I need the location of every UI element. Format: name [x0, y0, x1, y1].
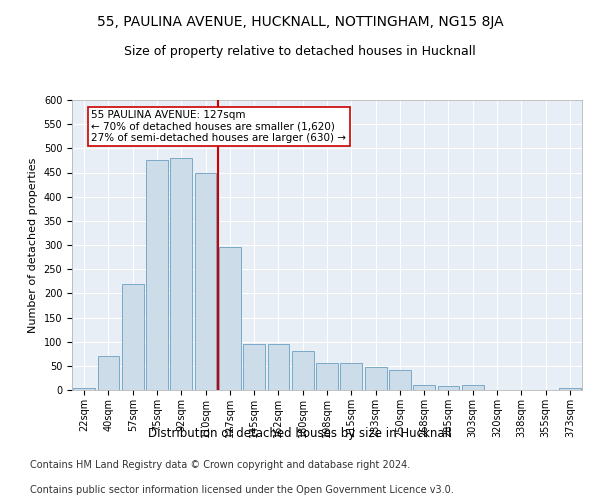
Bar	[97, 356, 119, 390]
Bar	[316, 364, 338, 390]
Y-axis label: Number of detached properties: Number of detached properties	[28, 158, 38, 332]
Bar	[365, 367, 386, 390]
Bar	[389, 370, 411, 390]
Bar	[292, 352, 314, 390]
Bar	[146, 160, 168, 390]
Bar	[268, 344, 289, 390]
Text: 55, PAULINA AVENUE, HUCKNALL, NOTTINGHAM, NG15 8JA: 55, PAULINA AVENUE, HUCKNALL, NOTTINGHAM…	[97, 15, 503, 29]
Text: Contains public sector information licensed under the Open Government Licence v3: Contains public sector information licen…	[30, 485, 454, 495]
Bar	[243, 344, 265, 390]
Bar	[340, 364, 362, 390]
Bar	[413, 385, 435, 390]
Text: 55 PAULINA AVENUE: 127sqm
← 70% of detached houses are smaller (1,620)
27% of se: 55 PAULINA AVENUE: 127sqm ← 70% of detac…	[91, 110, 346, 143]
Bar	[73, 388, 95, 390]
Bar	[170, 158, 192, 390]
Bar	[437, 386, 460, 390]
Bar	[462, 385, 484, 390]
Bar	[122, 284, 143, 390]
Text: Distribution of detached houses by size in Hucknall: Distribution of detached houses by size …	[148, 428, 452, 440]
Bar	[559, 388, 581, 390]
Bar	[219, 248, 241, 390]
Text: Contains HM Land Registry data © Crown copyright and database right 2024.: Contains HM Land Registry data © Crown c…	[30, 460, 410, 470]
Text: Size of property relative to detached houses in Hucknall: Size of property relative to detached ho…	[124, 45, 476, 58]
Bar	[194, 172, 217, 390]
